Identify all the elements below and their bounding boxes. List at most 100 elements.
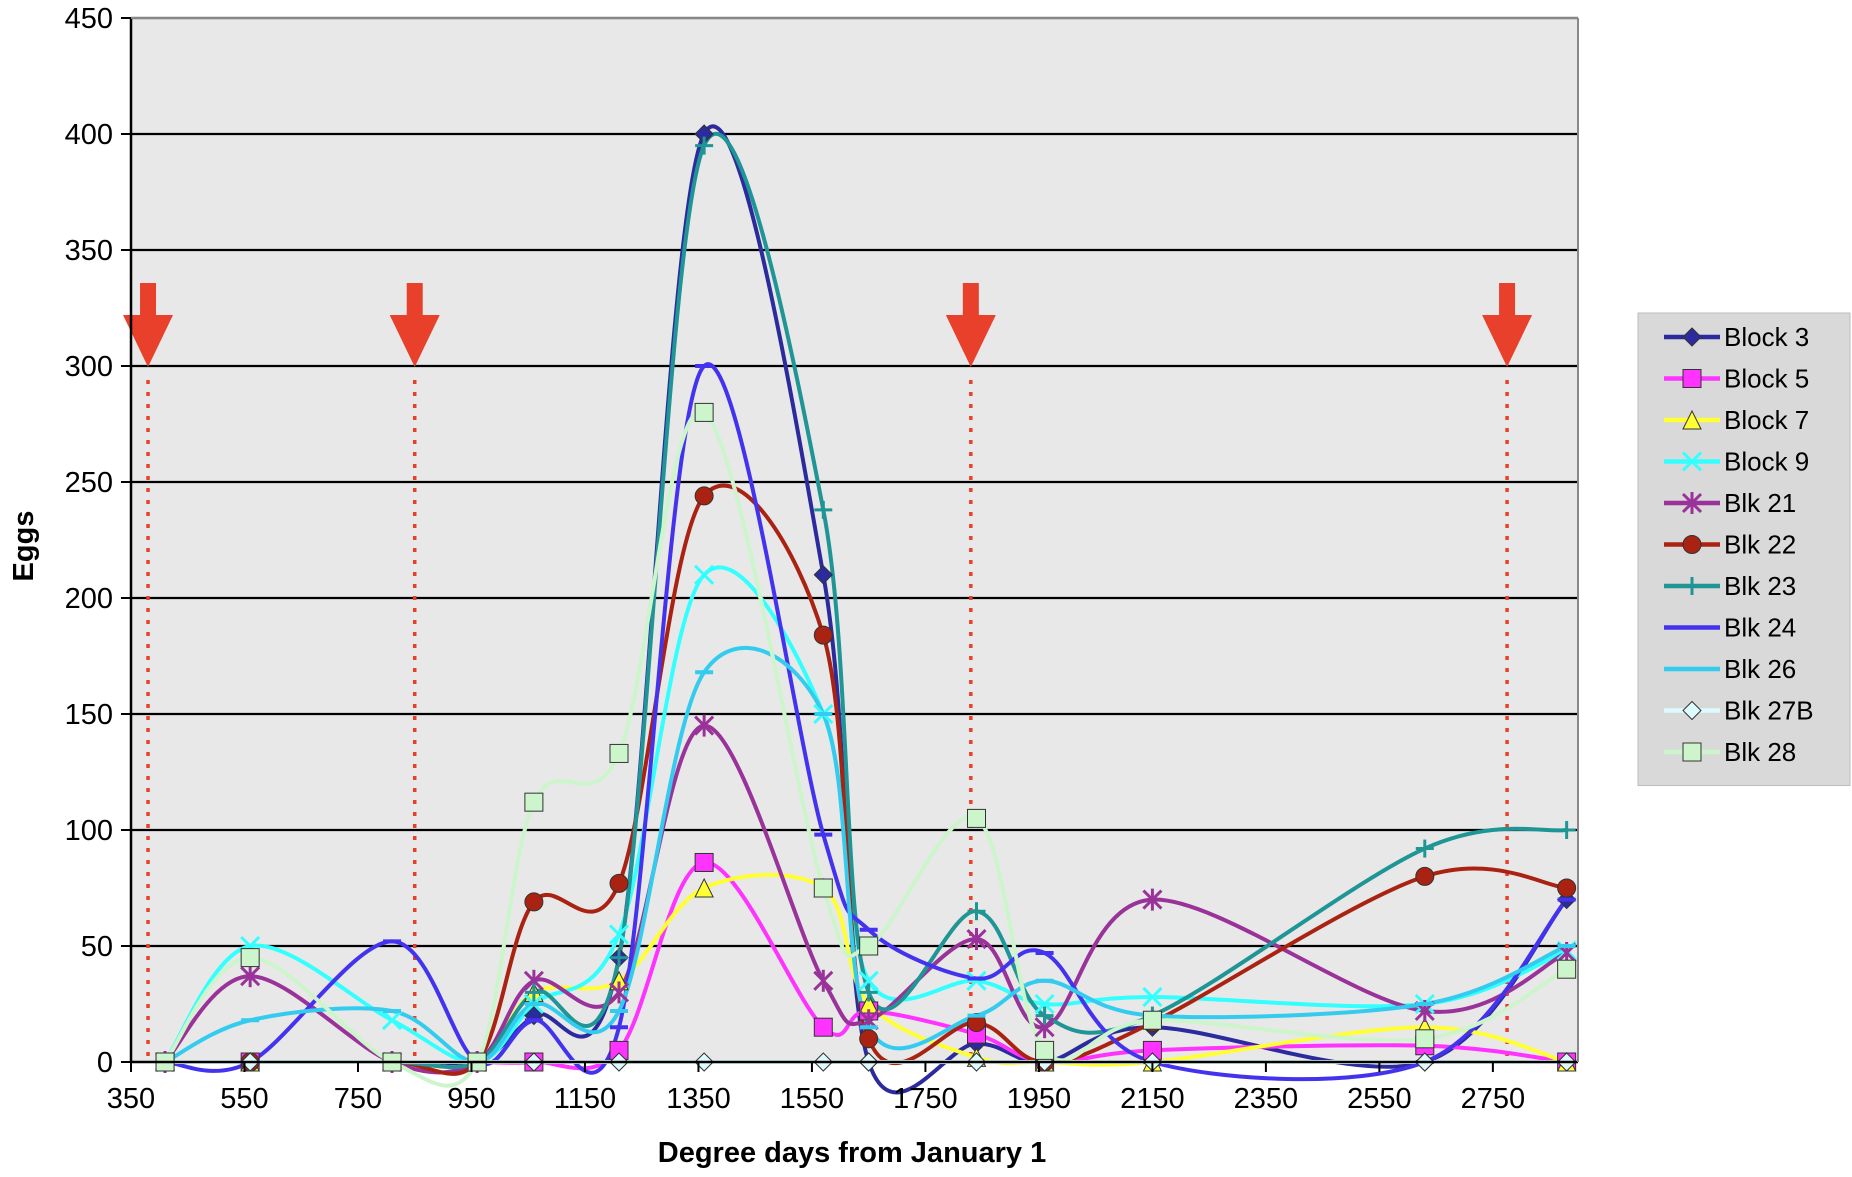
y-tick-label: 450 [65,3,113,35]
legend-label-block-5: Block 5 [1724,364,1809,394]
series-line-blk-28 [163,409,1568,1088]
y-tick-label: 250 [65,467,113,499]
x-tick-label: 2150 [1120,1083,1185,1115]
data-point-block-9 [1142,986,1163,1008]
data-point-blk-28 [1035,1040,1055,1060]
data-point-blk-22 [609,873,629,893]
legend-marker-blk-23 [1683,577,1701,595]
data-point-block-9 [1034,993,1055,1015]
data-point-blk-21 [608,981,630,1004]
data-point-blk-21 [1142,888,1163,911]
data-point-blk-22 [694,486,714,506]
legend-label-blk-27b: Blk 27B [1724,696,1814,726]
data-point-block-5 [813,1017,833,1037]
x-tick-label: 750 [334,1083,382,1115]
y-axis-title: Eggs [8,511,40,582]
x-tick-label: 1350 [666,1083,731,1115]
data-point-blk-23 [610,948,629,967]
legend-label-blk-24: Blk 24 [1724,613,1796,643]
legend: Block 3 Block 5 Block 7 Block 9 Blk 21 Blk 22… [1637,312,1851,786]
data-point-blk-22 [859,1029,879,1049]
data-point-blk-28 [694,402,714,422]
data-point-block-5 [694,852,714,872]
x-tick-label: 350 [107,1083,155,1115]
y-tick-label: 100 [65,815,113,847]
data-point-blk-22 [524,892,544,912]
data-point-blk-28 [524,792,544,812]
legend-label-blk-22: Blk 22 [1724,530,1796,560]
x-tick-label: 1550 [780,1083,845,1115]
data-point-blk-23 [524,983,543,1002]
data-point-blk-22 [967,1013,987,1033]
x-tick-label: 1150 [554,1083,616,1115]
data-point-blk-23 [1415,839,1434,858]
event-arrow [123,283,174,367]
x-tick-label: 1950 [1007,1083,1072,1115]
data-point-block-9 [608,924,630,945]
data-point-block-7 [694,877,714,898]
legend-marker-blk-22 [1682,535,1702,554]
data-point-blk-23 [967,902,986,921]
data-point-blk-28 [1557,959,1577,979]
legend-marker-block-3 [1682,327,1702,347]
data-point-blk-22 [1415,866,1435,886]
data-point-blk-28 [859,936,879,956]
x-tick-label: 950 [447,1083,495,1115]
y-tick-label: 0 [97,1047,113,1079]
legend-label-block-3: Block 3 [1724,322,1809,352]
legend-box [1637,312,1851,786]
y-tick-label: 400 [65,119,113,151]
data-point-block-9 [694,564,715,585]
data-point-blk-28 [240,948,260,968]
legend-label-blk-26: Blk 26 [1724,654,1796,684]
data-point-blk-22 [813,625,833,645]
y-tick-label: 300 [65,351,113,383]
x-tick-label: 2550 [1347,1083,1412,1115]
data-point-blk-23 [814,500,833,519]
event-arrow [1482,283,1533,367]
legend-label-blk-21: Blk 21 [1724,488,1796,518]
x-tick-label: 2750 [1461,1083,1526,1115]
data-point-blk-28 [1142,1010,1162,1030]
x-tick-label: 550 [220,1083,268,1115]
legend-marker-blk-27b [1682,700,1702,721]
data-point-block-3 [813,565,833,585]
data-point-blk-23 [1557,821,1576,839]
y-tick-label: 350 [65,235,113,267]
legend-marker-block-5 [1682,369,1702,388]
data-point-blk-28 [967,808,987,828]
data-point-block-9 [858,970,879,991]
legend-marker-block-9 [1681,451,1703,472]
data-point-blk-21 [813,969,834,992]
data-point-blk-22 [1557,878,1577,898]
event-arrow [389,283,440,367]
x-tick-label: 1750 [893,1083,958,1115]
x-tick-label: 2350 [1234,1083,1299,1115]
legend-label-block-9: Block 9 [1724,447,1809,477]
data-point-block-9 [966,970,987,991]
legend-marker-blk-21 [1681,492,1703,514]
data-point-block-9 [381,1010,403,1031]
y-tick-label: 150 [65,699,113,731]
data-point-blk-23 [1035,1006,1054,1025]
event-arrow [945,283,996,367]
data-point-blk-28 [813,878,833,898]
data-point-blk-21 [240,965,261,988]
data-point-blk-28 [1415,1029,1435,1049]
data-point-blk-23 [695,136,714,155]
data-point-blk-21 [966,928,987,951]
legend-label-blk-23: Blk 23 [1724,571,1796,601]
data-point-blk-28 [609,743,629,763]
data-point-blk-21 [694,714,715,737]
y-tick-label: 50 [81,931,113,963]
series-line-blk-21 [163,723,1568,1075]
legend-label-blk-28: Blk 28 [1724,737,1796,767]
legend-marker-blk-28 [1682,742,1702,762]
x-axis-title: Degree days from January 1 [658,1137,1046,1169]
legend-marker-block-7 [1682,409,1702,430]
legend-label-block-7: Block 7 [1724,405,1809,435]
data-point-blk-23 [859,983,878,1002]
y-tick-label: 200 [65,583,113,615]
